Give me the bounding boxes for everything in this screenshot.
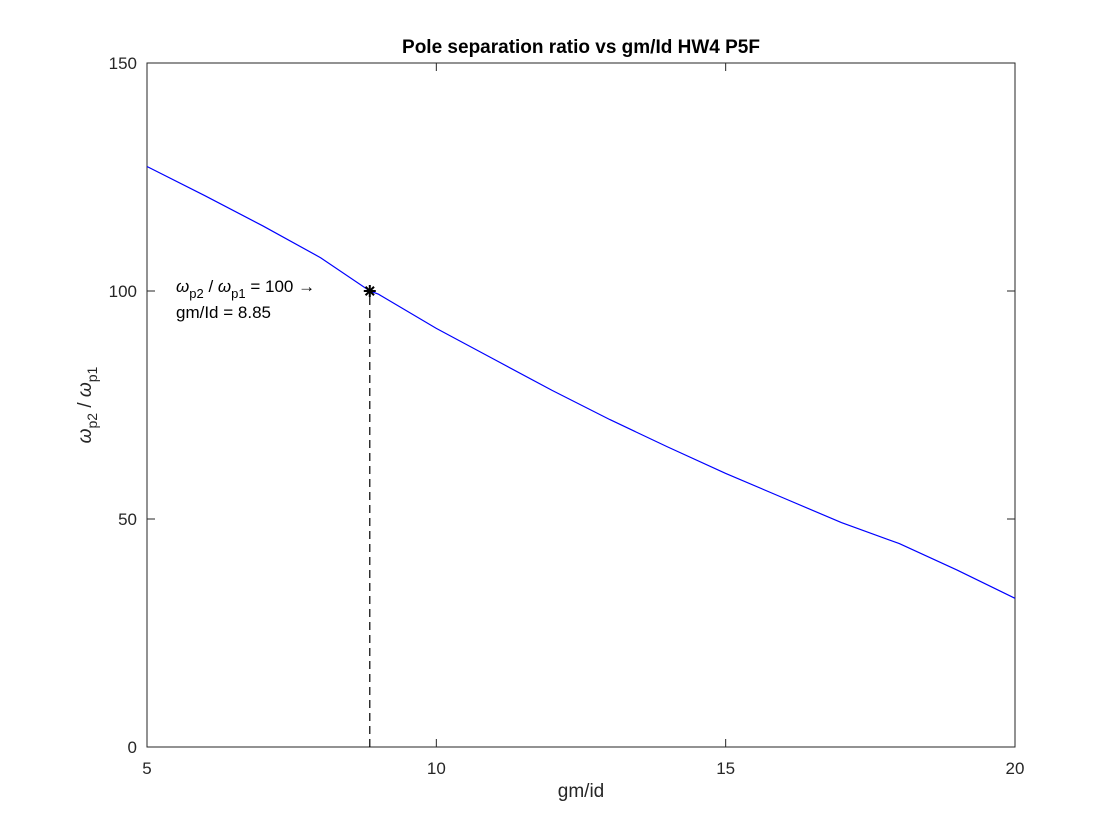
series-layer [146,165,1016,599]
y-label-symbol-1: ω [75,428,96,443]
plot-area: 5 10 15 20 0 50 100 150 [109,54,1025,778]
x-tick-label: 15 [716,759,735,778]
annotation-ratio: ωp2 / ωp1 = 100 → [176,277,315,301]
axes-box [146,62,1016,748]
y-tick-label: 50 [118,510,137,529]
annotation-sub-2: p1 [231,286,245,301]
x-axis-label: gm/id [558,781,604,802]
x-tick-label: 20 [1006,759,1025,778]
series-line [146,165,1016,599]
chart-title: Pole separation ratio vs gm/Id HW4 P5F [402,37,760,58]
y-label-symbol-2: ω [75,382,96,397]
marker-layer [363,285,376,747]
annotation-suffix: = 100 → [246,277,315,296]
annotation-symbol-2: ω [218,277,231,296]
annotation-symbol-1: ω [176,277,189,296]
annotation-gmid: gm/Id = 8.85 [176,303,271,322]
x-tick-label: 5 [142,759,151,778]
x-tick-label: 10 [427,759,446,778]
y-label-sub-2: p1 [84,366,100,382]
annotation-sub-1: p2 [189,286,203,301]
y-label-separator: / [75,397,96,413]
annotation-separator: / [204,277,218,296]
y-label-sub-1: p2 [84,413,100,429]
y-tick-label: 0 [128,738,137,757]
asterisk-marker [363,285,376,297]
x-axis: 5 10 15 20 [142,63,1024,778]
y-tick-label: 100 [109,282,137,301]
y-axis-label: ωp2 / ωp1 [75,366,100,443]
y-tick-label: 150 [109,54,137,73]
y-axis: 0 50 100 150 [109,54,1015,757]
